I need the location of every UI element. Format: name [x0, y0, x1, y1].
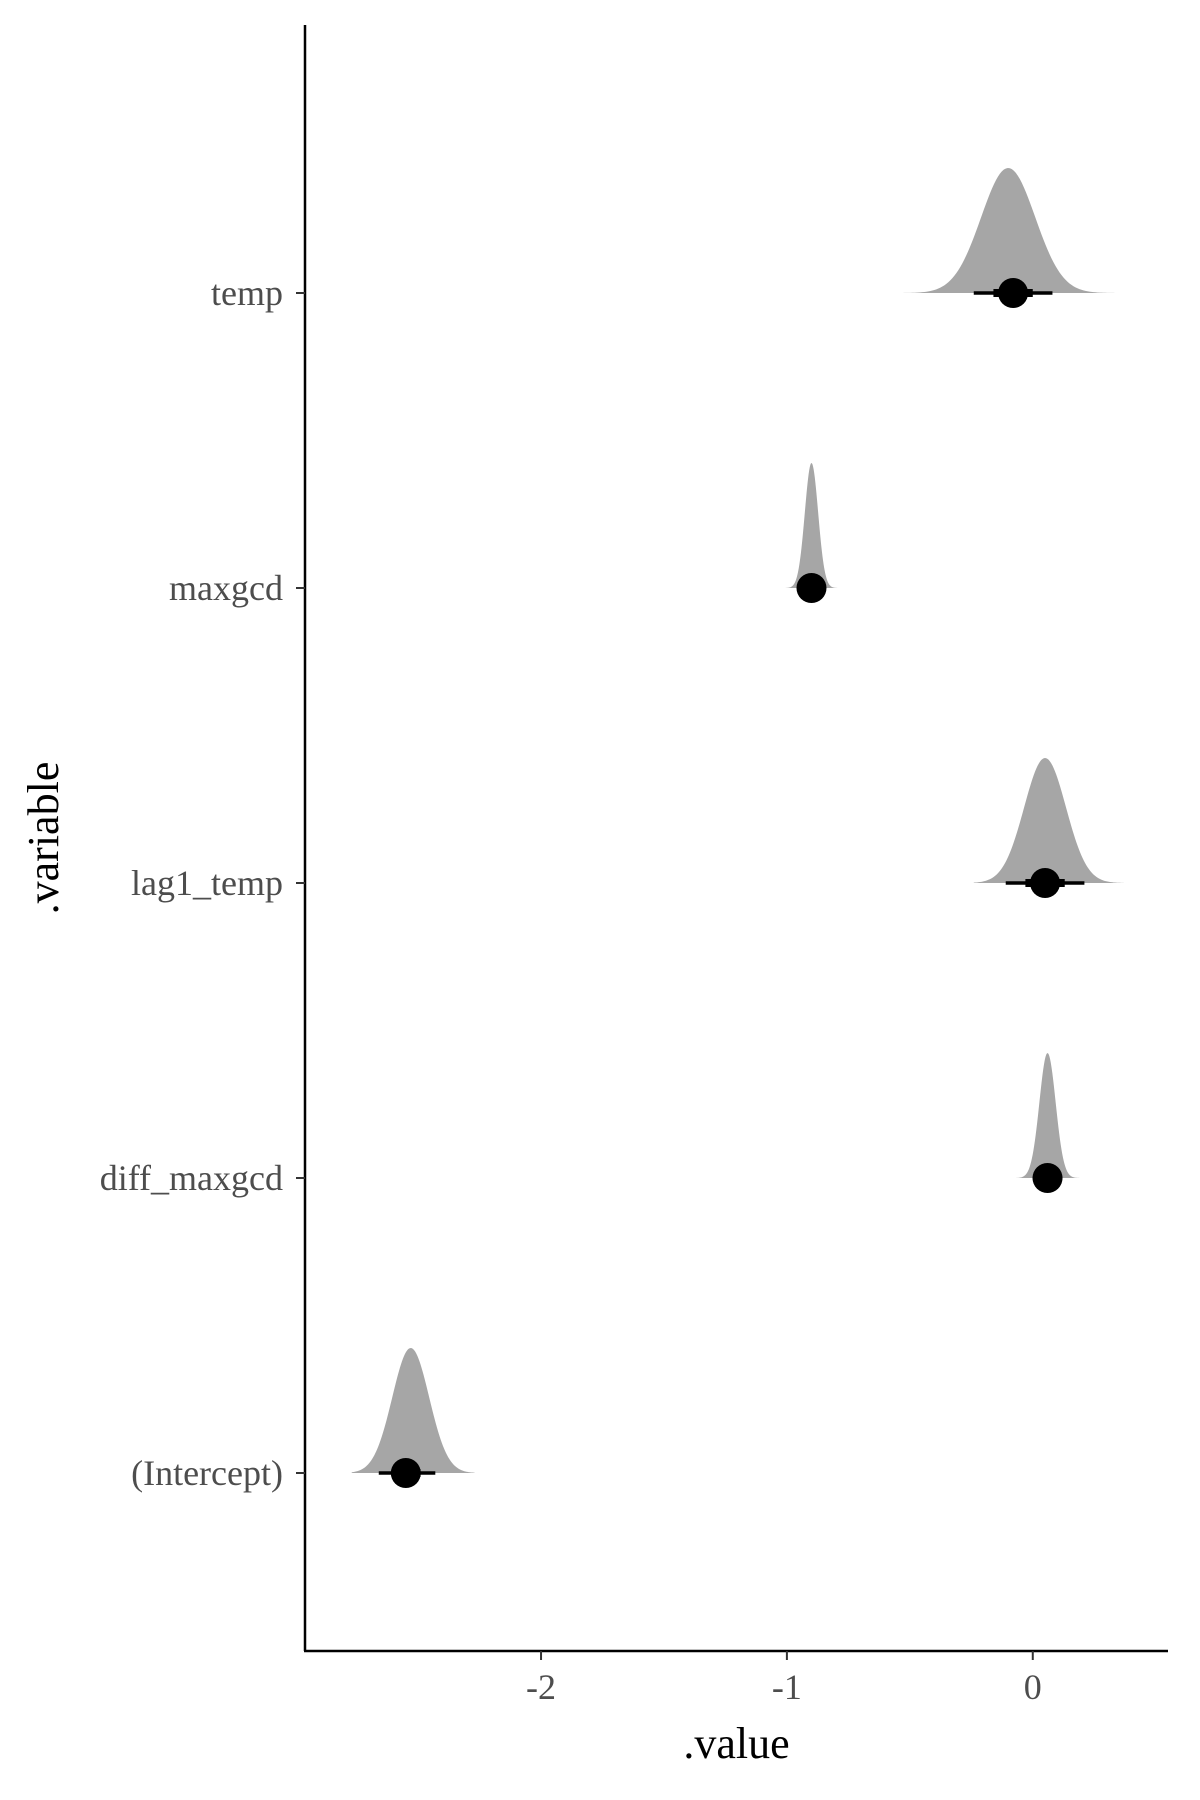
point-temp — [998, 278, 1029, 308]
x-tick-label: 0 — [1024, 1667, 1042, 1707]
x-axis-title: .value — [683, 1719, 789, 1768]
x-tick-label: -1 — [772, 1667, 802, 1707]
point-diff-maxgcd — [1032, 1163, 1063, 1193]
point-maxgcd — [796, 573, 827, 603]
y-tick-label-temp: temp — [211, 273, 283, 313]
point-intercept — [390, 1458, 421, 1488]
x-tick-label: -2 — [526, 1667, 556, 1707]
point-layer — [390, 278, 1063, 1488]
density-temp — [892, 168, 1132, 293]
y-tick-label-diff-maxgcd: diff_maxgcd — [100, 1158, 283, 1198]
y-tick-label-maxgcd: maxgcd — [169, 568, 283, 608]
y-axis-ticks: (Intercept) diff_maxgcd lag1_temp maxgcd tem… — [100, 273, 305, 1493]
density-intercept — [351, 1348, 475, 1473]
x-axis-ticks: -2 -1 0 — [526, 1651, 1042, 1707]
density-lag1-temp — [973, 758, 1124, 883]
y-axis-title: .variable — [19, 762, 68, 915]
density-diff-maxgcd — [1010, 1053, 1102, 1178]
point-lag1-temp — [1030, 868, 1061, 898]
density-layer — [351, 168, 1132, 1473]
density-maxgcd — [772, 463, 839, 588]
y-tick-label-lag1-temp: lag1_temp — [131, 863, 283, 903]
y-tick-label-intercept: (Intercept) — [131, 1453, 283, 1493]
